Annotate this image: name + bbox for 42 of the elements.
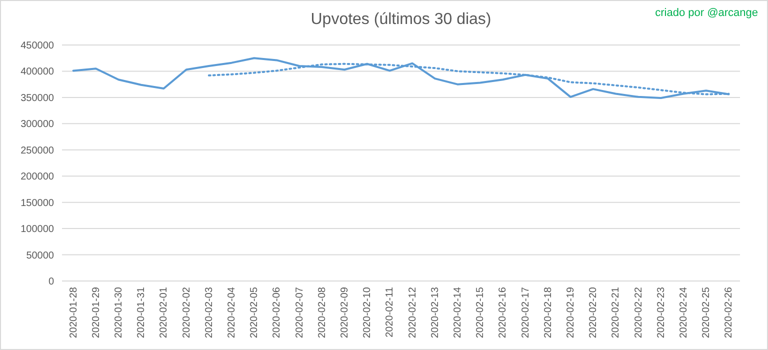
- x-tick-label: 2020-02-03: [204, 286, 215, 338]
- x-tick-label: 2020-02-26: [724, 286, 735, 338]
- y-tick-label: 350000: [20, 92, 54, 104]
- x-tick-label: 2020-02-19: [566, 286, 576, 338]
- x-tick-label: 2020-02-21: [610, 286, 622, 338]
- x-tick-label: 2020-02-16: [498, 286, 509, 338]
- x-tick-label: 2020-02-09: [340, 286, 350, 338]
- x-tick-label: 2020-02-15: [475, 286, 486, 338]
- x-tick-label: 2020-02-04: [226, 286, 238, 338]
- x-tick-label: 2020-02-10: [362, 286, 374, 338]
- x-tick-label: 2020-02-07: [294, 286, 306, 338]
- x-tick-label: 2020-02-13: [430, 286, 441, 338]
- x-tick-label: 2020-02-05: [249, 286, 260, 338]
- x-tick-label: 2020-02-22: [633, 286, 644, 338]
- x-tick-label: 2020-02-25: [701, 286, 712, 338]
- y-tick-label: 200000: [20, 172, 54, 183]
- y-tick-label: 300000: [20, 119, 54, 130]
- y-tick-label: 450000: [20, 40, 54, 52]
- x-tick-label: 2020-01-31: [136, 286, 148, 338]
- chart-title: Upvotes (últimos 30 dias): [310, 11, 492, 28]
- x-tick-label: 2020-02-11: [384, 286, 396, 338]
- x-tick-label: 2020-02-18: [542, 286, 554, 338]
- x-tick-label: 2020-02-08: [316, 286, 328, 338]
- x-tick-label: 2020-02-17: [520, 286, 532, 338]
- y-tick-label: 0: [48, 276, 54, 288]
- y-tick-label: 400000: [20, 66, 54, 78]
- x-tick-label: 2020-01-30: [114, 286, 124, 338]
- x-tick-label: 2020-02-24: [678, 286, 690, 338]
- x-tick-label: 2020-02-01: [158, 286, 170, 338]
- x-tick-label: 2020-02-06: [272, 286, 283, 338]
- text: criado por @arcange: [655, 7, 758, 19]
- y-tick-label: 150000: [20, 198, 54, 209]
- x-tick-label: 2020-02-14: [452, 286, 464, 338]
- y-tick-label: 100000: [20, 224, 54, 236]
- x-tick-label: 2020-01-29: [90, 286, 102, 338]
- y-tick-label: 50000: [26, 250, 54, 262]
- x-tick-label: 2020-02-12: [407, 286, 418, 338]
- y-tick-label: 250000: [20, 145, 54, 156]
- x-tick-label: 2020-02-23: [656, 286, 667, 338]
- x-tick-label: 2020-01-28: [68, 286, 80, 338]
- x-tick-label: 2020-02-20: [588, 286, 600, 338]
- x-tick-label: 2020-02-02: [181, 286, 192, 338]
